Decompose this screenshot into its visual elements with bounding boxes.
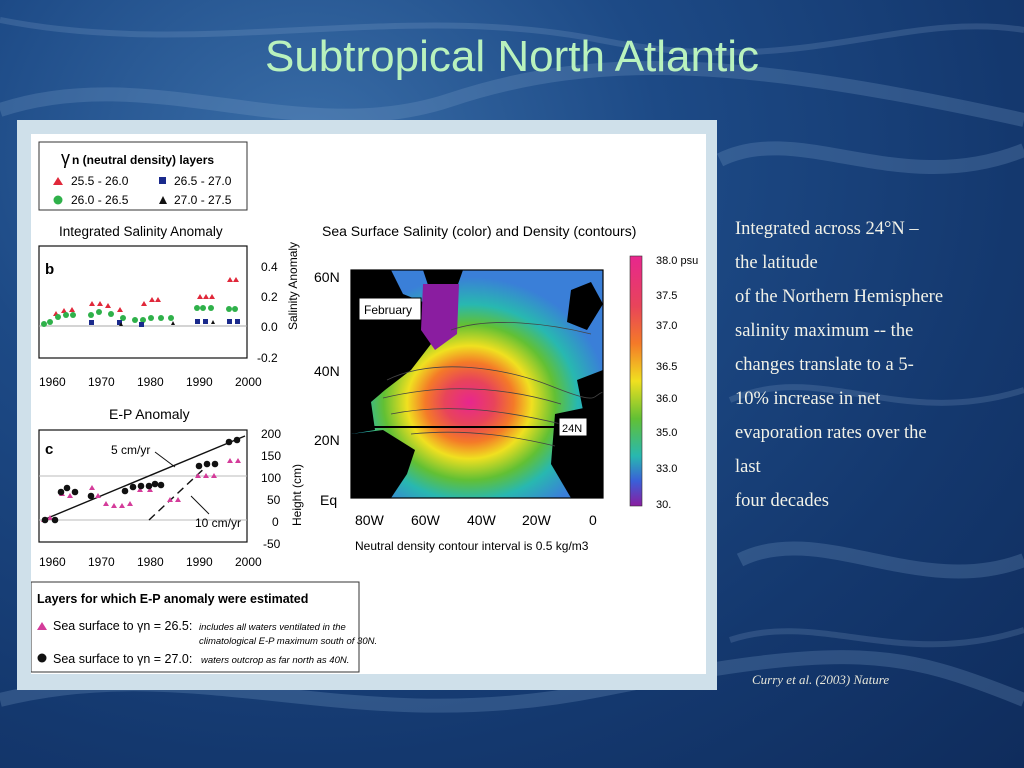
panel-c-label: c [45, 441, 53, 458]
slide-title: Subtropical North Atlantic [264, 32, 760, 81]
salinity-colorbar: 38.0 psu 37.5 37.0 36.5 36.0 35.0 33.0 3… [629, 255, 698, 511]
c-xtick: 1990 [186, 555, 213, 569]
c-xtick: 1970 [88, 555, 115, 569]
layers-row2-main: Sea surface to γn = 27.0: [53, 652, 192, 666]
square-navy-icon [159, 177, 166, 184]
side-line: changes translate to a 5- [735, 355, 914, 375]
b-ylabel: Salinity Anomaly [286, 242, 300, 330]
lon-label: 80W [355, 512, 385, 528]
c-ytick: 100 [261, 471, 281, 485]
lat-24n-label: 24N [562, 423, 582, 435]
side-text: Integrated across 24°N – the latitude of… [735, 212, 1000, 518]
side-line: Integrated across 24°N – [735, 219, 919, 239]
cbar-label: 33.0 [656, 463, 677, 475]
lon-label: 40W [467, 512, 497, 528]
layers-row1-main: Sea surface to γn = 26.5: [53, 619, 192, 633]
annotation-10cm: 10 cm/yr [195, 516, 241, 530]
panel-b-label: b [45, 261, 54, 278]
side-line: the latitude [735, 253, 818, 273]
circle-black-icon [37, 653, 47, 663]
lon-label: 0 [589, 512, 597, 528]
c-ytick: 150 [261, 449, 281, 463]
citation: Curry et al. (2003) Nature [752, 672, 890, 687]
b-xtick: 1990 [186, 375, 213, 389]
b-xtick: 2000 [235, 375, 262, 389]
c-ytick: 0 [272, 515, 279, 529]
layers-row2-note: waters outcrop as far north as 40N. [201, 655, 349, 666]
lat-label: Eq [320, 492, 337, 508]
c-xtick: 1960 [39, 555, 66, 569]
lat-label: 20N [314, 432, 340, 448]
panel-b-title: Integrated Salinity Anomaly [59, 224, 223, 239]
side-line: evaporation rates over the [735, 423, 927, 443]
triangle-black-icon [159, 196, 167, 204]
side-line: 10% increase in net [735, 389, 881, 409]
layers-row1-note-a: includes all waters ventilated in the [199, 622, 346, 633]
legend-item-4: 27.0 - 27.5 [174, 193, 232, 207]
c-xtick: 1980 [137, 555, 164, 569]
b-xtick: 1980 [137, 375, 164, 389]
c-ytick: -50 [263, 537, 281, 551]
month-label: February [364, 303, 412, 317]
circle-green-icon [53, 195, 63, 205]
panel-c-title: E-P Anomaly [109, 406, 190, 422]
c-ytick: 200 [261, 427, 281, 441]
panel-c-chart: c 200 150 100 50 0 -50 Height (cm) 1960 … [38, 427, 304, 569]
lat-label: 40N [314, 363, 340, 379]
b-ytick: 0.0 [261, 320, 278, 334]
ssss-map: 24N February 60N 40N 20N Eq 80W 60W 40W … [314, 269, 604, 553]
map-title: Sea Surface Salinity (color) and Density… [322, 223, 636, 239]
annotation-5cm: 5 cm/yr [111, 443, 150, 457]
figure-svg: γ n (neutral density) layers 25.5 - 26.0… [31, 141, 698, 673]
legend-item-1: 25.5 - 26.0 [71, 174, 129, 188]
cbar-label: 35.0 [656, 427, 677, 439]
legend-gamma: γ [61, 148, 70, 168]
cbar-label: 37.0 [656, 320, 677, 332]
lat-label: 60N [314, 269, 340, 285]
side-line: last [735, 457, 761, 477]
triangle-magenta-icon [37, 622, 47, 630]
b-ytick: 0.2 [261, 290, 278, 304]
b-xtick: 1970 [88, 375, 115, 389]
cbar-label: 36.5 [656, 361, 677, 373]
figure-panel: γ n (neutral density) layers 25.5 - 26.0… [31, 134, 706, 674]
layers-box: Layers for which E-P anomaly were estima… [31, 581, 377, 673]
legend-item-2: 26.5 - 27.0 [174, 174, 232, 188]
cbar-label: 30. [656, 499, 671, 511]
c-xtick: 2000 [235, 555, 262, 569]
b-xtick: 1960 [39, 375, 66, 389]
layers-row1-note-b: climatological E-P maximum south of 30N. [199, 636, 377, 647]
side-line: of the Northern Hemisphere [735, 287, 944, 307]
cbar-label: 37.5 [656, 290, 677, 302]
lon-label: 20W [522, 512, 552, 528]
cbar-label: 38.0 psu [656, 255, 698, 267]
cbar-label: 36.0 [656, 393, 677, 405]
c-ytick: 50 [267, 493, 281, 507]
layers-box-title: Layers for which E-P anomaly were estima… [37, 592, 308, 606]
map-footer: Neutral density contour interval is 0.5 … [355, 539, 589, 553]
legend-title: n (neutral density) layers [72, 153, 214, 167]
panel-b-chart: b 0.4 0.2 0.0 -0.2 Salinity Anomaly 1960… [38, 242, 300, 389]
side-line: four decades [735, 491, 829, 511]
side-line: salinity maximum -- the [735, 321, 914, 341]
density-layer-legend: γ n (neutral density) layers 25.5 - 26.0… [38, 141, 248, 211]
triangle-red-icon [53, 177, 63, 185]
lon-label: 60W [411, 512, 441, 528]
b-ytick: 0.4 [261, 260, 278, 274]
legend-item-3: 26.0 - 26.5 [71, 193, 129, 207]
b-ytick: -0.2 [257, 351, 278, 365]
c-ylabel: Height (cm) [290, 464, 304, 526]
